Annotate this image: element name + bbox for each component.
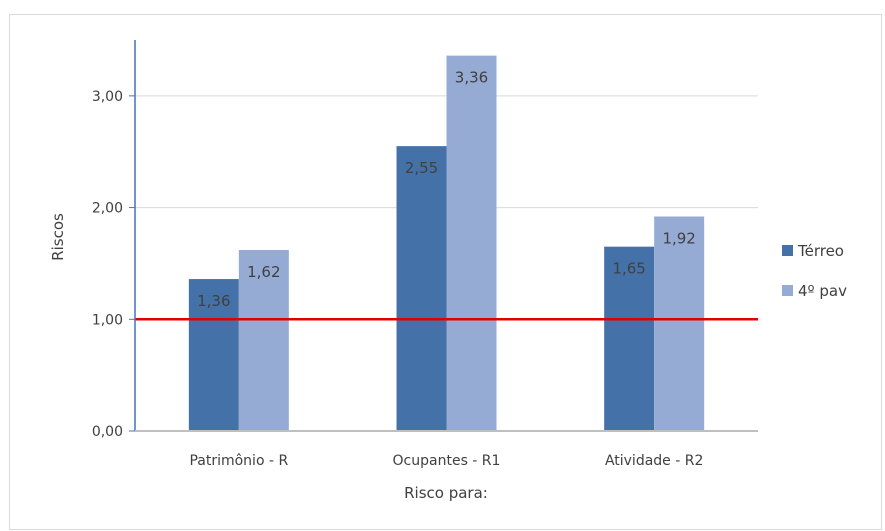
bar [188,279,239,431]
bar [446,55,497,431]
data-label: 1,36 [197,292,230,310]
x-tick-label: Patrimônio - R [189,453,288,469]
data-labels: 1,36 1,62 2,55 3,36 1,65 1,92 [197,69,696,310]
y-tick-label: 3,00 [92,89,123,105]
legend-label: Térreo [797,242,844,260]
data-label: 2,55 [405,159,438,177]
y-axis-title: Riscos [49,213,67,261]
bar [604,246,655,431]
legend-swatch [782,285,793,296]
data-label: 1,92 [662,230,695,248]
bars [188,55,705,431]
bar [396,146,447,431]
x-tick-label: Atividade - R2 [605,453,703,469]
legend-label: 4º pav [798,282,847,300]
bar [238,250,289,431]
legend-swatch [782,245,793,256]
data-label: 3,36 [455,69,488,87]
y-tick-label: 1,00 [92,312,123,328]
axes: 0,00 1,00 2,00 3,00 Patrimônio - R Ocupantes … [92,40,758,469]
data-label: 1,62 [247,263,280,281]
y-tick-label: 0,00 [92,424,123,440]
legend: Térreo 4º pav [782,242,847,300]
data-label: 1,65 [612,260,645,278]
x-tick-label: Ocupantes - R1 [393,453,501,469]
x-axis-title: Risco para: [404,484,488,502]
bar [654,216,705,431]
y-tick-label: 2,00 [92,201,123,217]
